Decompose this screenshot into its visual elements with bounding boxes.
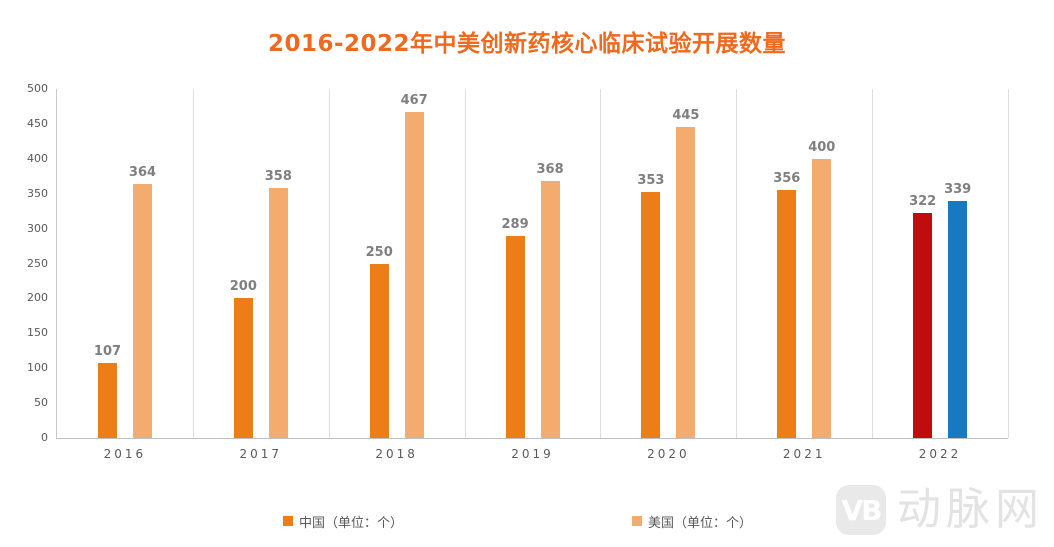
legend-item-china: 中国（单位：个） <box>283 514 404 531</box>
x-axis-label-2019: 2019 <box>511 447 554 461</box>
x-axis-label-2021: 2021 <box>782 447 826 461</box>
year-group-2018: 250 467 2018 <box>329 89 466 461</box>
bar-china-2019 <box>505 236 525 438</box>
bar-china-2017 <box>233 298 253 438</box>
y-tick-350: 350 <box>27 186 48 200</box>
bar-value-china-2022: 322 <box>909 194 937 210</box>
bar-china-2022 <box>913 213 933 438</box>
x-axis-label-2022: 2022 <box>918 447 962 461</box>
bar-value-us-2020: 445 <box>672 108 700 124</box>
bar-value-china-2017: 200 <box>229 279 257 295</box>
x-axis-label-2020: 2020 <box>647 447 690 461</box>
year-group-2021: 356 400 2021 <box>736 89 874 461</box>
bar-us-2018 <box>404 112 424 438</box>
watermark-text: 动脉网 <box>897 484 1044 535</box>
bar-us-2021 <box>812 158 832 438</box>
y-tick-400: 400 <box>27 151 48 165</box>
bar-value-us-2017: 358 <box>264 169 292 185</box>
y-tick-450: 450 <box>27 116 48 130</box>
bar-us-2017 <box>268 188 288 438</box>
bar-us-2019 <box>540 181 560 438</box>
vb-logo-icon: VB <box>836 485 886 535</box>
bar-value-us-2016: 364 <box>128 164 157 180</box>
bar-value-us-2021: 400 <box>808 139 836 155</box>
bar-value-china-2018: 250 <box>365 244 393 260</box>
x-axis-label-2016: 2016 <box>103 447 147 461</box>
legend-swatch-china <box>283 516 293 526</box>
bar-us-2016 <box>133 183 152 438</box>
bar-value-us-2022: 339 <box>944 182 972 198</box>
y-tick-500: 500 <box>27 82 48 95</box>
y-tick-100: 100 <box>27 361 48 375</box>
bar-value-china-2021: 356 <box>773 170 801 186</box>
bar-value-china-2016: 107 <box>93 344 122 360</box>
plot-area: 107 364 2016 200 358 2017 250 467 2018 289 368 2019… <box>56 89 1009 461</box>
bar-us-2020 <box>676 127 696 438</box>
x-axis-label-2017: 2017 <box>239 447 283 461</box>
vbdata-watermark: VB 动脉网 <box>836 485 1044 535</box>
bar-value-china-2019: 289 <box>501 217 529 233</box>
year-group-2019: 289 368 2019 <box>465 89 602 461</box>
bar-china-2018 <box>369 263 389 438</box>
y-tick-250: 250 <box>27 256 48 270</box>
year-group-2016: 107 364 2016 <box>57 89 194 461</box>
bar-value-china-2020: 353 <box>637 172 665 188</box>
bar-china-2021 <box>777 189 797 438</box>
y-tick-150: 150 <box>27 326 48 340</box>
y-tick-0: 0 <box>41 431 48 444</box>
y-tick-200: 200 <box>27 291 48 305</box>
legend-label-china: 中国（单位：个） <box>299 515 404 531</box>
x-axis-label-2018: 2018 <box>375 447 418 461</box>
legend-label-us: 美国（单位：个） <box>648 515 753 531</box>
legend-swatch-us <box>632 516 642 526</box>
year-group-2022: 322 339 2022 <box>872 89 1009 461</box>
bar-china-2020 <box>641 191 661 438</box>
chart-title: 2016-2022年中美创新药核心临床试验开展数量 <box>267 31 787 57</box>
year-group-2020: 353 445 2020 <box>600 89 738 461</box>
bar-china-2016 <box>98 363 117 438</box>
bar-value-us-2018: 467 <box>400 93 428 109</box>
bar-value-us-2019: 368 <box>536 162 564 178</box>
year-group-2017: 200 358 2017 <box>193 89 330 461</box>
y-tick-300: 300 <box>27 221 48 235</box>
legend-item-us: 美国（单位：个） <box>632 514 753 531</box>
bar-us-2022 <box>948 201 968 438</box>
y-tick-50: 50 <box>34 396 48 410</box>
